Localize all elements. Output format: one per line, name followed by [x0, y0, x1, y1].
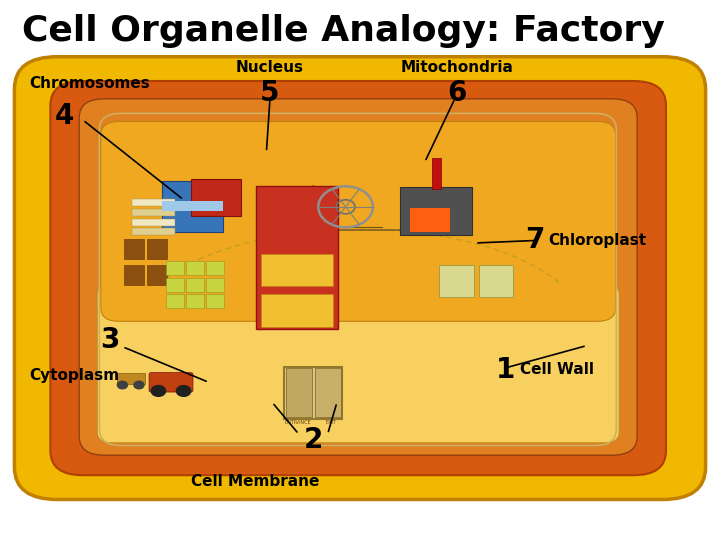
FancyBboxPatch shape: [166, 261, 184, 275]
Text: EXIT: EXIT: [325, 420, 337, 425]
FancyBboxPatch shape: [479, 265, 513, 297]
Circle shape: [117, 381, 127, 389]
FancyBboxPatch shape: [166, 278, 184, 292]
Text: Cytoplasm: Cytoplasm: [29, 368, 119, 383]
Text: Cell Membrane: Cell Membrane: [192, 474, 320, 489]
FancyBboxPatch shape: [132, 209, 175, 216]
Text: Nucleus: Nucleus: [236, 60, 304, 75]
Text: 6: 6: [448, 79, 467, 107]
FancyBboxPatch shape: [124, 265, 144, 285]
FancyBboxPatch shape: [186, 278, 204, 292]
FancyBboxPatch shape: [132, 199, 175, 206]
FancyBboxPatch shape: [162, 201, 223, 211]
Circle shape: [176, 386, 191, 396]
FancyBboxPatch shape: [149, 373, 193, 392]
FancyBboxPatch shape: [432, 158, 441, 189]
FancyBboxPatch shape: [124, 239, 144, 259]
FancyBboxPatch shape: [97, 284, 619, 443]
FancyBboxPatch shape: [256, 186, 338, 329]
Text: 1: 1: [496, 356, 516, 384]
FancyBboxPatch shape: [147, 239, 167, 259]
FancyBboxPatch shape: [132, 228, 175, 235]
FancyBboxPatch shape: [162, 181, 223, 232]
FancyBboxPatch shape: [101, 122, 616, 321]
FancyBboxPatch shape: [117, 373, 145, 384]
FancyBboxPatch shape: [191, 179, 241, 216]
FancyBboxPatch shape: [166, 294, 184, 308]
Text: 2: 2: [304, 426, 323, 454]
FancyBboxPatch shape: [186, 261, 204, 275]
FancyBboxPatch shape: [410, 208, 450, 232]
FancyBboxPatch shape: [14, 57, 706, 500]
Text: Cell Organelle Analogy: Factory: Cell Organelle Analogy: Factory: [22, 14, 665, 48]
FancyBboxPatch shape: [206, 294, 224, 308]
FancyBboxPatch shape: [206, 261, 224, 275]
FancyBboxPatch shape: [261, 254, 333, 286]
FancyBboxPatch shape: [261, 294, 333, 327]
Text: 4: 4: [55, 102, 74, 130]
FancyBboxPatch shape: [186, 294, 204, 308]
Text: Chromosomes: Chromosomes: [29, 76, 150, 91]
FancyBboxPatch shape: [147, 265, 167, 285]
Text: 3: 3: [100, 326, 119, 354]
Text: ENTRANCE: ENTRANCE: [284, 420, 310, 425]
FancyBboxPatch shape: [286, 368, 312, 417]
Text: 7: 7: [525, 226, 544, 254]
Text: Mitochondria: Mitochondria: [401, 60, 513, 75]
Circle shape: [151, 386, 166, 396]
FancyBboxPatch shape: [439, 265, 474, 297]
Text: Chloroplast: Chloroplast: [549, 233, 647, 248]
FancyBboxPatch shape: [50, 81, 666, 475]
Circle shape: [134, 381, 144, 389]
FancyBboxPatch shape: [400, 187, 472, 235]
FancyBboxPatch shape: [206, 278, 224, 292]
Text: Cell Wall: Cell Wall: [520, 362, 594, 377]
Text: 5: 5: [260, 79, 280, 107]
FancyBboxPatch shape: [79, 99, 637, 455]
FancyBboxPatch shape: [315, 368, 341, 417]
FancyBboxPatch shape: [284, 367, 342, 418]
FancyBboxPatch shape: [132, 219, 175, 226]
